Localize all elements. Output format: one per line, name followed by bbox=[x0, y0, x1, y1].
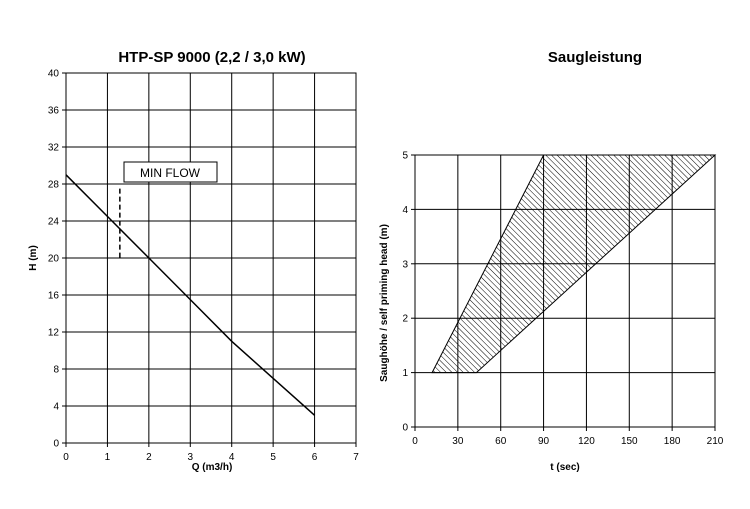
priming-x-label: t (sec) bbox=[550, 462, 579, 473]
priming-x-ticks: 0 30 60 90 120 150 180 210 bbox=[412, 427, 724, 447]
left-y-tick-label: 32 bbox=[48, 143, 60, 154]
left-y-tick-label: 4 bbox=[53, 402, 59, 413]
right-x-tick-label: 60 bbox=[495, 436, 507, 447]
left-y-tick-label: 12 bbox=[48, 328, 60, 339]
left-y-tick-label: 40 bbox=[48, 69, 60, 80]
left-y-tick-label: 0 bbox=[53, 439, 59, 450]
left-x-tick-label: 3 bbox=[188, 452, 194, 463]
left-y-tick-label: 8 bbox=[53, 365, 59, 376]
left-y-tick-label: 36 bbox=[48, 106, 60, 117]
left-y-tick-label: 16 bbox=[48, 291, 60, 302]
left-x-tick-label: 4 bbox=[229, 452, 235, 463]
min-flow-label-box bbox=[123, 161, 218, 183]
pump-curve-x-label: Q (m3/h) bbox=[192, 462, 233, 473]
right-x-tick-label: 210 bbox=[707, 436, 724, 447]
right-x-tick-label: 30 bbox=[452, 436, 464, 447]
right-y-tick-label: 3 bbox=[402, 259, 408, 270]
left-x-tick-label: 7 bbox=[353, 452, 359, 463]
pump-curve-y-ticks: 0 4 8 12 16 20 24 28 32 36 40 bbox=[48, 69, 66, 450]
min-flow-label: MIN FLOW bbox=[140, 166, 201, 180]
priming-title: Saugleistung bbox=[548, 49, 642, 66]
left-x-tick-label: 6 bbox=[312, 452, 318, 463]
left-x-tick-label: 0 bbox=[63, 452, 69, 463]
right-x-tick-label: 120 bbox=[578, 436, 595, 447]
pump-curve-grid bbox=[65, 72, 357, 444]
right-y-tick-label: 4 bbox=[402, 205, 408, 216]
pump-curve-chart: HTP-SP 9000 (2,2 / 3,0 kW) 0481216202428… bbox=[28, 49, 359, 473]
left-x-tick-label: 2 bbox=[146, 452, 152, 463]
left-y-tick-label: 20 bbox=[48, 254, 60, 265]
right-y-tick-label: 5 bbox=[402, 151, 408, 162]
right-y-tick-label: 0 bbox=[402, 423, 408, 434]
priming-y-ticks: 0 1 2 3 4 5 bbox=[402, 151, 415, 434]
right-y-tick-label: 2 bbox=[402, 314, 408, 325]
right-x-tick-label: 0 bbox=[412, 436, 418, 447]
left-y-tick-label: 24 bbox=[48, 217, 60, 228]
pump-curve-series-line bbox=[65, 174, 316, 416]
right-x-tick-label: 150 bbox=[621, 436, 638, 447]
left-x-tick-label: 5 bbox=[270, 452, 276, 463]
right-x-tick-label: 90 bbox=[538, 436, 550, 447]
right-x-tick-label: 180 bbox=[664, 436, 681, 447]
left-y-tick-label: 28 bbox=[48, 180, 60, 191]
left-x-tick-label: 1 bbox=[105, 452, 111, 463]
pump-curve-y-label: H (m) bbox=[28, 245, 39, 271]
right-y-tick-label: 1 bbox=[402, 368, 408, 379]
priming-y-label: Saughöhe / self priming head (m) bbox=[379, 224, 390, 382]
priming-frame bbox=[414, 154, 716, 428]
pump-curve-title: HTP-SP 9000 (2,2 / 3,0 kW) bbox=[118, 49, 305, 66]
pump-curve-x-ticks: 0 1 2 3 4 5 6 7 bbox=[63, 443, 359, 463]
